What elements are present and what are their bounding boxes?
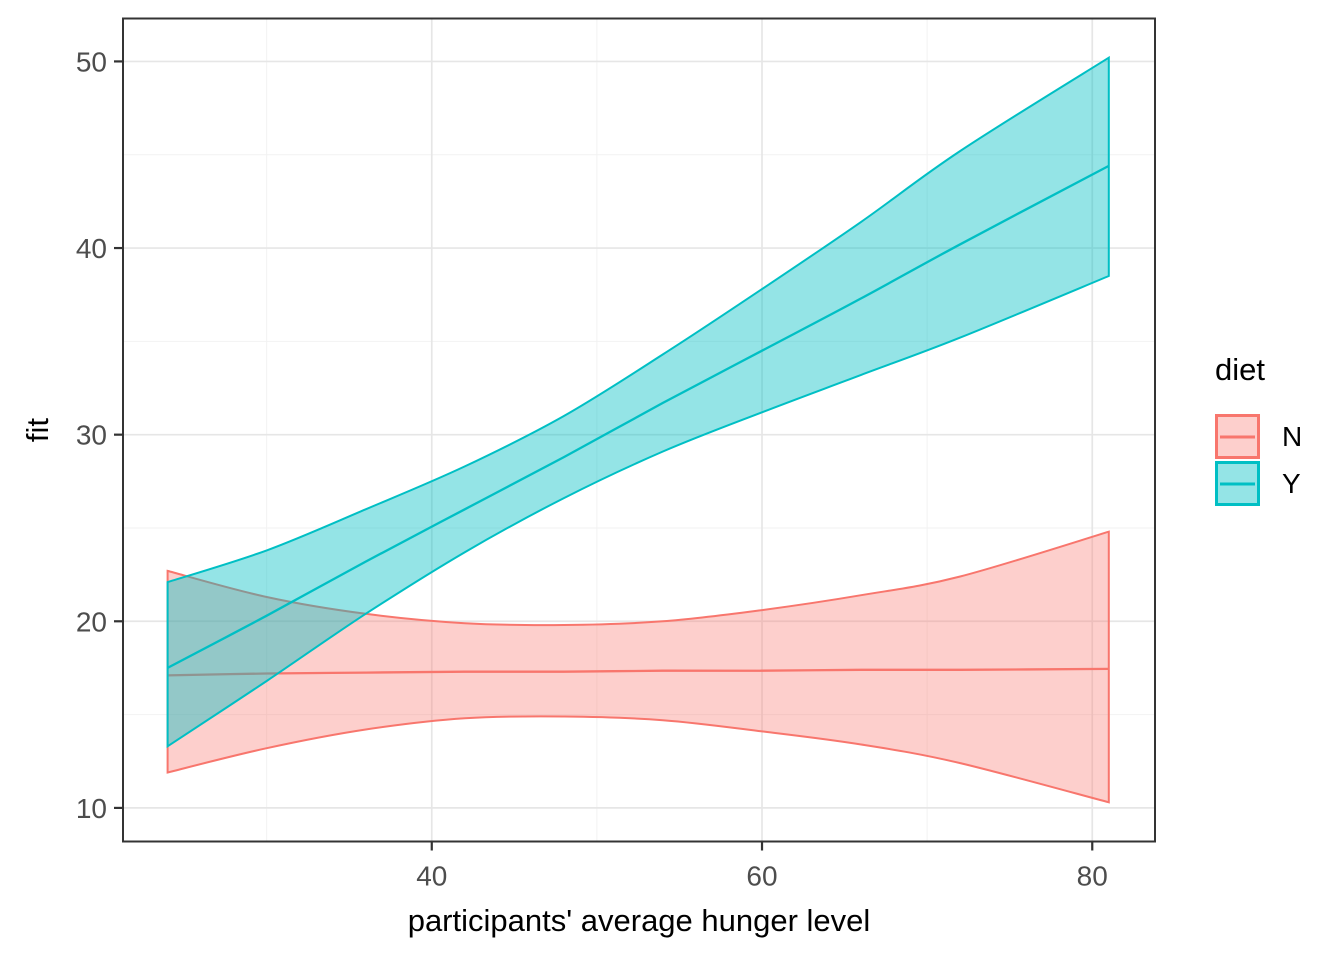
fit-line-Y [167,164,1110,669]
legend-row-n: N [1215,414,1302,459]
y-tick-label: 40 [76,233,107,264]
legend-title: diet [1215,352,1265,387]
x-tick-label: 80 [1077,861,1108,892]
y-tick-label: 50 [76,46,107,77]
legend-key-line [1220,435,1255,438]
confidence-ribbon-Y [166,55,1110,749]
fit-line-N [167,667,1109,677]
y-axis-title: fit [20,417,55,443]
legend-key-line [1220,482,1255,485]
y-tick-label: 10 [76,793,107,824]
panel-background [123,18,1155,842]
legend-label: Y [1282,467,1301,499]
legend-label: N [1282,420,1303,452]
confidence-ribbon-N [166,530,1110,804]
panel-border [122,17,1156,843]
legend-key-y [1215,461,1260,506]
y-tick-label: 20 [76,606,107,637]
legend-key-n [1215,414,1260,459]
x-tick-label: 40 [416,861,447,892]
x-axis-title: participants' average hunger level [407,903,871,938]
legend-row-y: Y [1215,461,1302,506]
x-tick-label: 60 [746,861,777,892]
y-tick-label: 30 [76,420,107,451]
